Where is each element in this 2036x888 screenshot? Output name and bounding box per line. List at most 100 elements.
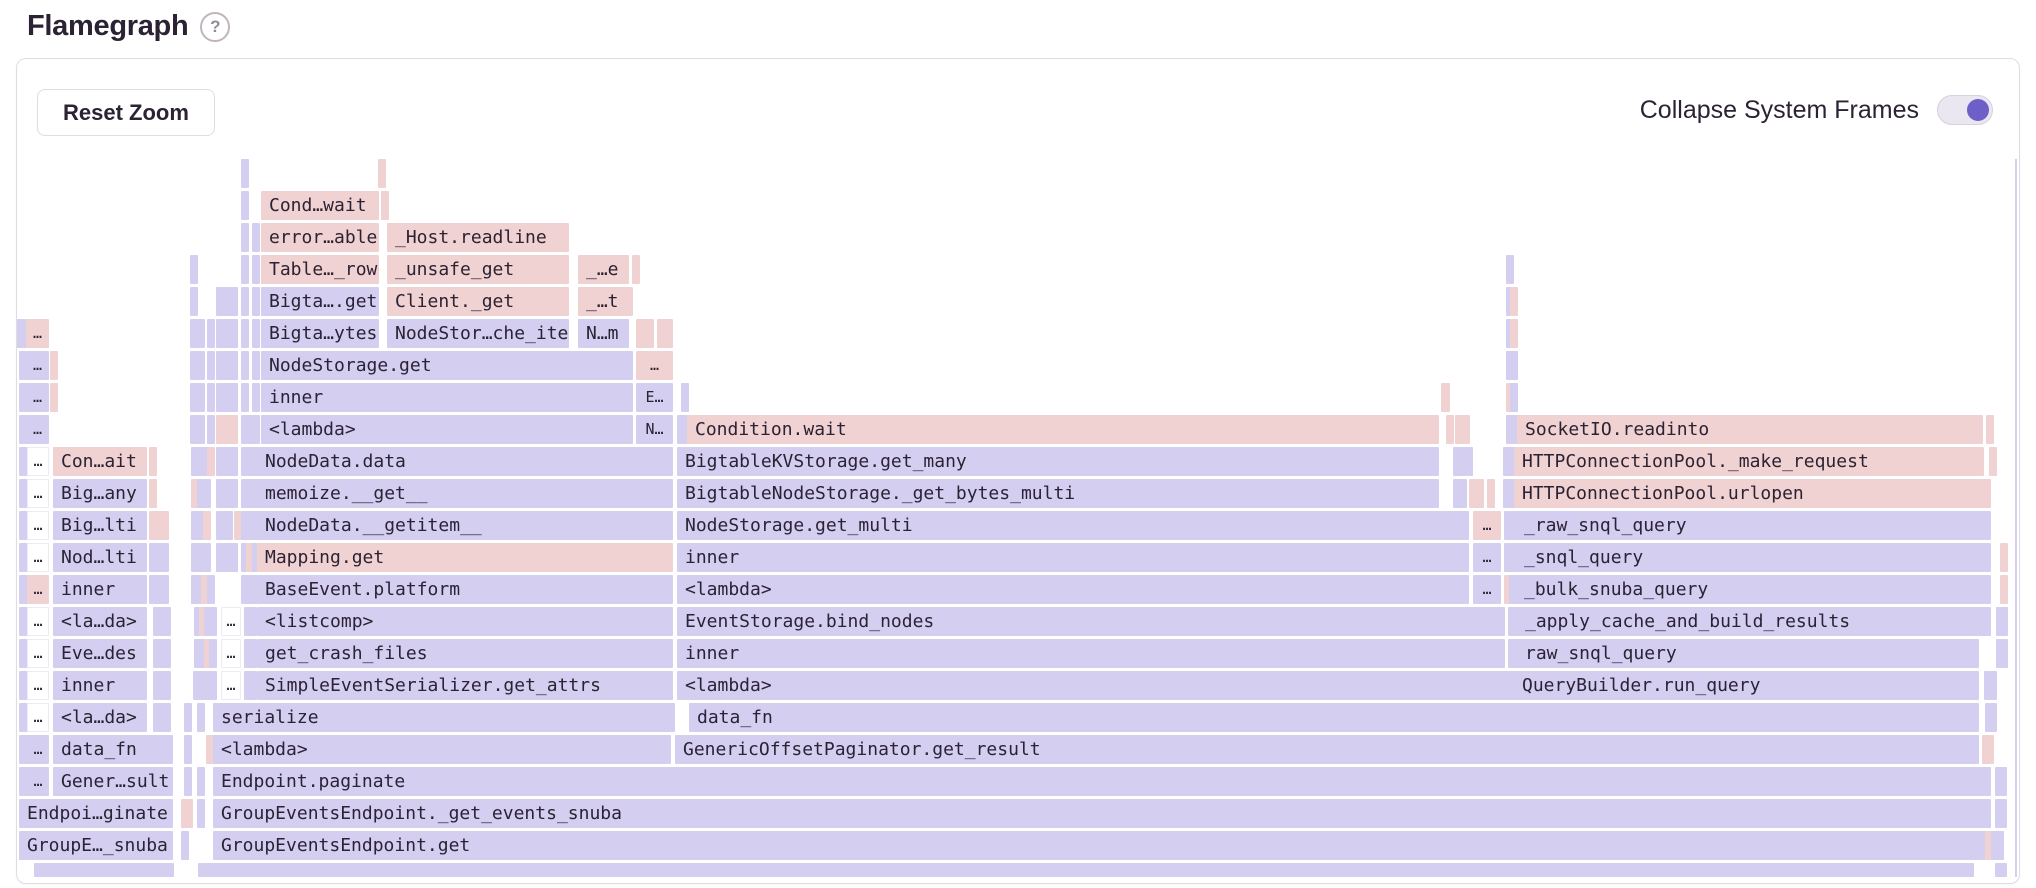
flame-frame[interactable] bbox=[197, 319, 205, 348]
flame-frame[interactable]: _…t bbox=[578, 287, 633, 316]
flame-frame[interactable] bbox=[1462, 415, 1470, 444]
flame-frame[interactable] bbox=[1453, 447, 1461, 476]
flame-frame[interactable] bbox=[244, 639, 252, 668]
flame-frame[interactable] bbox=[197, 383, 205, 412]
flame-frame[interactable]: memoize.__get__ bbox=[257, 479, 673, 508]
flame-frame[interactable]: inner bbox=[53, 671, 147, 700]
flame-frame[interactable]: _raw_snql_query bbox=[1516, 511, 1991, 540]
flame-frame[interactable]: <la…da> bbox=[53, 607, 147, 636]
flame-frame[interactable]: error…able bbox=[261, 223, 379, 252]
flame-frame[interactable] bbox=[1989, 703, 1997, 732]
flame-frame[interactable] bbox=[241, 543, 249, 572]
flame-frame[interactable] bbox=[207, 319, 215, 348]
flame-frame[interactable]: … bbox=[27, 511, 49, 540]
flame-frame[interactable] bbox=[206, 735, 214, 764]
flame-frame[interactable] bbox=[197, 799, 205, 828]
flame-frame[interactable]: _Host.readline bbox=[387, 223, 569, 252]
flame-frame[interactable] bbox=[249, 639, 257, 668]
flame-frame[interactable] bbox=[193, 671, 217, 700]
flame-frame[interactable] bbox=[194, 607, 202, 636]
flame-frame[interactable] bbox=[677, 415, 685, 444]
flame-frame[interactable] bbox=[22, 543, 30, 572]
flame-frame[interactable] bbox=[1455, 415, 1463, 444]
flame-frame[interactable] bbox=[1504, 511, 1512, 540]
flame-frame[interactable]: … bbox=[27, 543, 49, 572]
flame-frame[interactable] bbox=[197, 351, 205, 380]
flame-frame[interactable] bbox=[22, 607, 30, 636]
flame-frame[interactable] bbox=[204, 607, 212, 636]
flame-frame[interactable] bbox=[381, 191, 389, 220]
flame-frame[interactable] bbox=[249, 607, 257, 636]
flame-frame[interactable] bbox=[216, 511, 233, 540]
flame-frame[interactable] bbox=[1511, 415, 1519, 444]
flame-frame[interactable] bbox=[241, 479, 249, 508]
flame-frame[interactable] bbox=[241, 223, 249, 252]
flame-frame[interactable] bbox=[153, 671, 171, 700]
flame-frame[interactable]: <lambda> bbox=[677, 575, 1469, 604]
flame-frame[interactable] bbox=[252, 351, 260, 380]
flame-frame[interactable] bbox=[34, 863, 174, 877]
flame-frame[interactable] bbox=[246, 511, 254, 540]
flame-frame[interactable] bbox=[207, 447, 215, 476]
flame-frame[interactable]: Gener…sult bbox=[53, 767, 173, 796]
flame-frame[interactable] bbox=[1508, 447, 1516, 476]
flame-frame-thin-column[interactable] bbox=[2015, 159, 2017, 877]
flame-frame[interactable] bbox=[246, 415, 254, 444]
flame-frame[interactable] bbox=[252, 255, 260, 284]
flame-frame[interactable] bbox=[1509, 543, 1517, 572]
flame-frame[interactable]: E… bbox=[636, 383, 673, 412]
flame-frame[interactable]: BigtableNodeStorage._get_bytes_multi bbox=[677, 479, 1439, 508]
flame-frame[interactable] bbox=[1984, 671, 1992, 700]
flame-frame[interactable] bbox=[22, 479, 30, 508]
flame-frame[interactable] bbox=[197, 511, 205, 540]
flame-frame[interactable] bbox=[216, 447, 238, 476]
flame-frame[interactable]: GroupE…_snuba bbox=[19, 831, 173, 860]
flame-frame[interactable]: BigtableKVStorage.get_many bbox=[677, 447, 1439, 476]
flame-frame[interactable] bbox=[1991, 831, 1999, 860]
flame-frame[interactable] bbox=[209, 639, 217, 668]
flame-frame[interactable] bbox=[190, 351, 198, 380]
flame-frame[interactable]: Big…lti bbox=[53, 511, 147, 540]
flame-frame[interactable] bbox=[1510, 319, 1518, 348]
flame-frame[interactable] bbox=[22, 671, 30, 700]
flame-frame[interactable]: … bbox=[27, 735, 49, 764]
flame-frame[interactable] bbox=[241, 159, 249, 188]
flame-frame[interactable] bbox=[199, 607, 207, 636]
flame-frame[interactable] bbox=[241, 447, 249, 476]
flame-frame[interactable] bbox=[1985, 831, 1993, 860]
flame-frame[interactable]: <lambda> bbox=[677, 671, 1505, 700]
flamegraph-canvas[interactable]: Cond…wait error…able _Host.readline Table…_… bbox=[17, 59, 2019, 883]
flame-frame[interactable] bbox=[1469, 479, 1484, 508]
flame-frame[interactable] bbox=[1506, 415, 1514, 444]
flame-frame[interactable] bbox=[241, 255, 249, 284]
flame-frame[interactable] bbox=[1989, 447, 1997, 476]
flame-frame[interactable] bbox=[216, 287, 238, 316]
flame-frame[interactable] bbox=[1512, 639, 1520, 668]
flame-frame[interactable] bbox=[252, 479, 260, 508]
flame-frame[interactable] bbox=[203, 511, 211, 540]
flame-frame[interactable] bbox=[149, 543, 169, 572]
flame-frame[interactable] bbox=[252, 287, 260, 316]
flame-frame[interactable] bbox=[1509, 671, 1517, 700]
flame-frame[interactable]: <lambda> bbox=[261, 415, 633, 444]
flame-frame[interactable] bbox=[244, 607, 252, 636]
flame-frame[interactable] bbox=[207, 415, 215, 444]
flame-frame[interactable] bbox=[191, 575, 199, 604]
flame-frame[interactable] bbox=[216, 351, 238, 380]
flame-frame[interactable] bbox=[216, 543, 238, 572]
flame-frame[interactable]: … bbox=[26, 415, 49, 444]
flame-frame[interactable] bbox=[149, 447, 157, 476]
flame-frame[interactable]: SimpleEventSerializer.get_attrs bbox=[257, 671, 673, 700]
flame-frame[interactable]: _snql_query bbox=[1516, 543, 1991, 572]
flame-frame[interactable] bbox=[190, 255, 198, 284]
flame-frame[interactable] bbox=[246, 447, 254, 476]
flame-frame[interactable]: Condition.wait bbox=[687, 415, 1439, 444]
flame-frame[interactable]: _bulk_snuba_query bbox=[1516, 575, 1991, 604]
flame-frame[interactable]: data_fn bbox=[53, 735, 173, 764]
flame-frame[interactable]: BaseEvent.platform bbox=[257, 575, 673, 604]
flame-frame[interactable]: Cond…wait bbox=[261, 191, 379, 220]
flame-frame[interactable] bbox=[241, 511, 249, 540]
flame-frame[interactable]: … bbox=[27, 639, 49, 668]
flame-frame[interactable]: _unsafe_get bbox=[387, 255, 569, 284]
flame-frame[interactable] bbox=[241, 319, 249, 348]
